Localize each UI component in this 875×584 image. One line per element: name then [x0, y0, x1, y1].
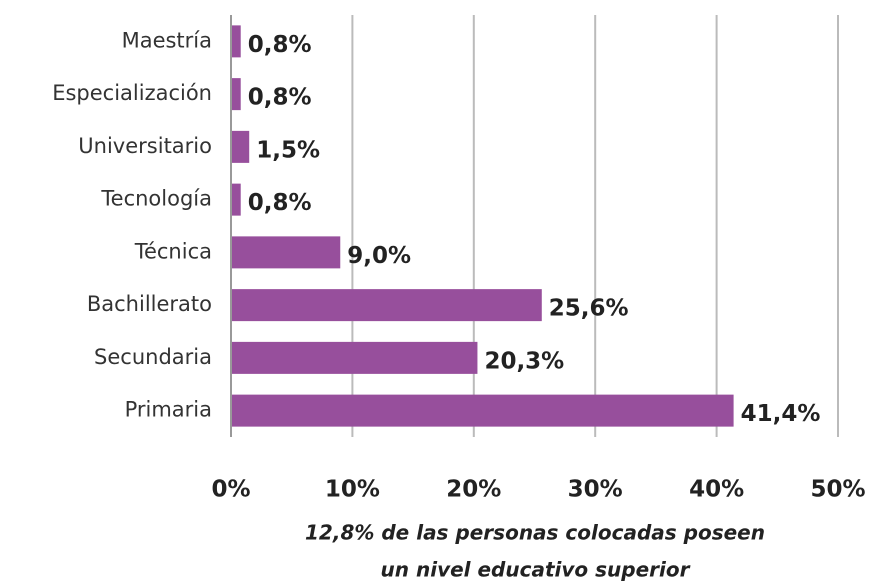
value-label: 0,8% [248, 190, 312, 216]
y-tick-label: Primaria [125, 398, 212, 422]
value-label: 0,8% [248, 32, 312, 58]
x-tick-label: 20% [446, 477, 501, 503]
value-label: 0,8% [248, 85, 312, 111]
value-label: 9,0% [347, 243, 411, 269]
bar [231, 25, 241, 58]
bar [231, 130, 250, 163]
value-label: 41,4% [741, 401, 821, 427]
y-tick-label: Especialización [52, 81, 212, 105]
x-tick-label: 0% [211, 477, 250, 503]
x-tick-label: 40% [689, 477, 744, 503]
y-tick-label: Maestría [122, 28, 212, 52]
bar [231, 236, 341, 269]
annotation: un nivel educativo superior [381, 558, 691, 582]
y-tick-label: Tecnología [100, 187, 212, 211]
y-tick-label: Bachillerato [87, 292, 212, 316]
bar [231, 78, 241, 111]
bar [231, 183, 241, 216]
x-tick-label: 30% [568, 477, 623, 503]
value-label: 20,3% [484, 348, 564, 374]
x-tick-label: 50% [810, 477, 865, 503]
bar [231, 394, 734, 427]
y-tick-label: Universitario [78, 134, 212, 158]
y-tick-label: Técnica [134, 239, 212, 263]
bar [231, 289, 542, 322]
x-tick-label: 10% [325, 477, 380, 503]
value-label: 1,5% [256, 137, 320, 163]
annotation: 12,8% de las personas colocadas poseen [305, 521, 765, 545]
y-tick-label: Secundaria [94, 345, 212, 369]
bar [231, 341, 478, 374]
value-label: 25,6% [549, 296, 629, 322]
